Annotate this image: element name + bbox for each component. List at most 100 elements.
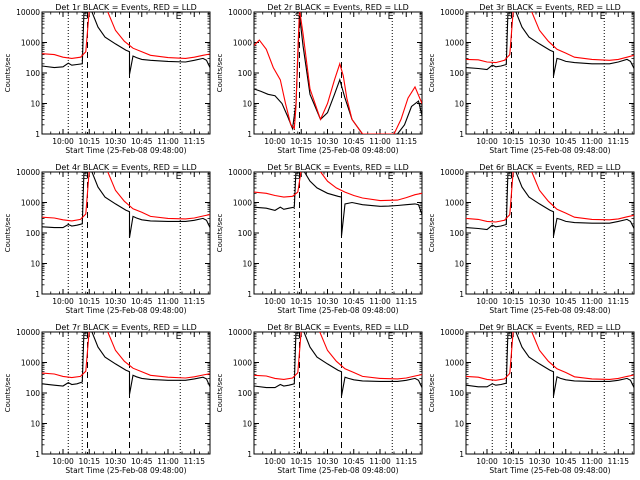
chart-title: Det 9r BLACK = Events, RED = LLD — [479, 323, 621, 332]
series-line-lld — [466, 12, 634, 64]
series-group — [42, 172, 210, 238]
y-axis-label: Counts/sec — [428, 374, 436, 413]
y-tick-label: 10000 — [440, 328, 464, 337]
y-tick-label: 10000 — [440, 168, 464, 177]
y-tick-label: 10000 — [16, 328, 40, 337]
chart-title: Det 7r BLACK = Events, RED = LLD — [55, 323, 197, 332]
y-tick-label: 100 — [26, 69, 41, 78]
marker-label: S — [295, 172, 301, 182]
chart-panel-9: 1 10 100 1000 10000 10:00 10:15 10:30 10:45 11:00… — [428, 323, 635, 475]
y-tick-label: 1 — [35, 450, 40, 459]
x-tick-label: 11:15 — [607, 457, 629, 466]
y-tick-label: 10 — [454, 420, 464, 429]
y-tick-label: 1 — [247, 130, 252, 139]
x-tick-label: 11:15 — [183, 297, 205, 306]
y-tick-label: 1000 — [233, 199, 252, 208]
marker-label: S — [507, 332, 513, 342]
chart-panel-2: 1 10 100 1000 10000 10:00 10:15 10:30 10:45 11:00… — [216, 3, 423, 155]
chart-title: Det 1r BLACK = Events, RED = LLD — [55, 3, 197, 12]
x-tick-label: 11:15 — [183, 457, 205, 466]
x-tick-label: 11:15 — [183, 137, 205, 146]
series-line-lld — [42, 332, 210, 379]
series-group — [254, 172, 422, 237]
y-tick-label: 100 — [238, 69, 253, 78]
y-tick-label: 1000 — [21, 39, 40, 48]
x-axis-label: Start Time (25-Feb-08 09:48:00) — [65, 146, 186, 155]
series-line-events — [42, 172, 210, 238]
y-tick-label: 10 — [242, 260, 252, 269]
x-axis-label: Start Time (25-Feb-08 09:48:00) — [65, 306, 186, 315]
y-tick-label: 100 — [26, 229, 41, 238]
marker-label: S — [295, 332, 301, 342]
y-tick-label: 10000 — [228, 328, 252, 337]
y-tick-label: 10000 — [16, 168, 40, 177]
x-tick-label: 11:00 — [369, 457, 391, 466]
x-tick-label: 10:30 — [105, 297, 127, 306]
x-tick-label: 11:00 — [581, 297, 603, 306]
x-tick-label: 10:15 — [290, 297, 312, 306]
x-tick-label: 10:00 — [52, 137, 74, 146]
x-tick-label: 11:00 — [369, 297, 391, 306]
x-tick-label: 10:45 — [131, 297, 153, 306]
series-group — [466, 172, 634, 237]
chart-title: Det 6r BLACK = Events, RED = LLD — [479, 163, 621, 172]
y-axis-label: Counts/sec — [4, 54, 12, 93]
y-tick-label: 10 — [30, 100, 40, 109]
series-line-events — [42, 12, 210, 75]
x-tick-label: 10:45 — [131, 137, 153, 146]
y-tick-label: 1 — [459, 130, 464, 139]
y-tick-label: 100 — [450, 229, 465, 238]
x-tick-label: 11:15 — [395, 137, 417, 146]
x-tick-label: 11:00 — [581, 137, 603, 146]
x-tick-label: 11:00 — [157, 297, 179, 306]
y-tick-label: 1 — [247, 290, 252, 299]
series-group — [254, 12, 422, 134]
x-tick-label: 10:45 — [555, 457, 577, 466]
marker-label: S — [507, 172, 513, 182]
x-tick-label: 10:00 — [264, 137, 286, 146]
marker-label: E — [176, 172, 182, 182]
x-tick-label: 10:15 — [78, 457, 100, 466]
series-line-lld — [254, 172, 422, 202]
x-tick-label: 11:00 — [157, 457, 179, 466]
x-tick-label: 10:30 — [529, 297, 551, 306]
x-tick-label: 11:15 — [395, 297, 417, 306]
series-group — [466, 332, 634, 397]
x-axis-label: Start Time (25-Feb-08 09:48:00) — [489, 306, 610, 315]
series-line-events — [466, 12, 634, 77]
x-tick-label: 11:00 — [581, 457, 603, 466]
x-tick-label: 10:00 — [52, 297, 74, 306]
series-line-events — [254, 172, 422, 237]
marker-label: E — [600, 172, 606, 182]
x-axis-label: Start Time (25-Feb-08 09:48:00) — [65, 466, 186, 475]
series-line-lld — [42, 12, 210, 59]
x-tick-label: 11:15 — [607, 137, 629, 146]
series-line-events — [466, 172, 634, 237]
x-tick-label: 10:15 — [502, 137, 524, 146]
series-group — [466, 12, 634, 77]
marker-label: S — [83, 332, 89, 342]
x-tick-label: 11:15 — [607, 297, 629, 306]
y-tick-label: 1 — [459, 450, 464, 459]
chart-title: Det 3r BLACK = Events, RED = LLD — [479, 3, 621, 12]
x-tick-label: 10:30 — [317, 457, 339, 466]
chart-panel-6: 1 10 100 1000 10000 10:00 10:15 10:30 10:45 11:00… — [428, 163, 635, 315]
series-group — [42, 12, 210, 75]
y-axis-label: Counts/sec — [216, 374, 224, 413]
x-tick-label: 10:30 — [105, 457, 127, 466]
y-tick-label: 100 — [450, 69, 465, 78]
x-tick-label: 10:15 — [290, 457, 312, 466]
series-group — [42, 332, 210, 395]
x-axis-label: Start Time (25-Feb-08 09:48:00) — [489, 466, 610, 475]
x-axis-label: Start Time (25-Feb-08 09:48:00) — [277, 306, 398, 315]
chart-panel-4: 1 10 100 1000 10000 10:00 10:15 10:30 10:45 11:00… — [4, 163, 211, 315]
y-tick-label: 1 — [35, 130, 40, 139]
series-group — [254, 332, 422, 397]
x-tick-label: 11:15 — [395, 457, 417, 466]
x-tick-label: 10:30 — [529, 137, 551, 146]
y-tick-label: 1000 — [21, 199, 40, 208]
y-tick-label: 10000 — [228, 168, 252, 177]
series-line-events — [466, 332, 634, 397]
chart-title: Det 8r BLACK = Events, RED = LLD — [267, 323, 409, 332]
